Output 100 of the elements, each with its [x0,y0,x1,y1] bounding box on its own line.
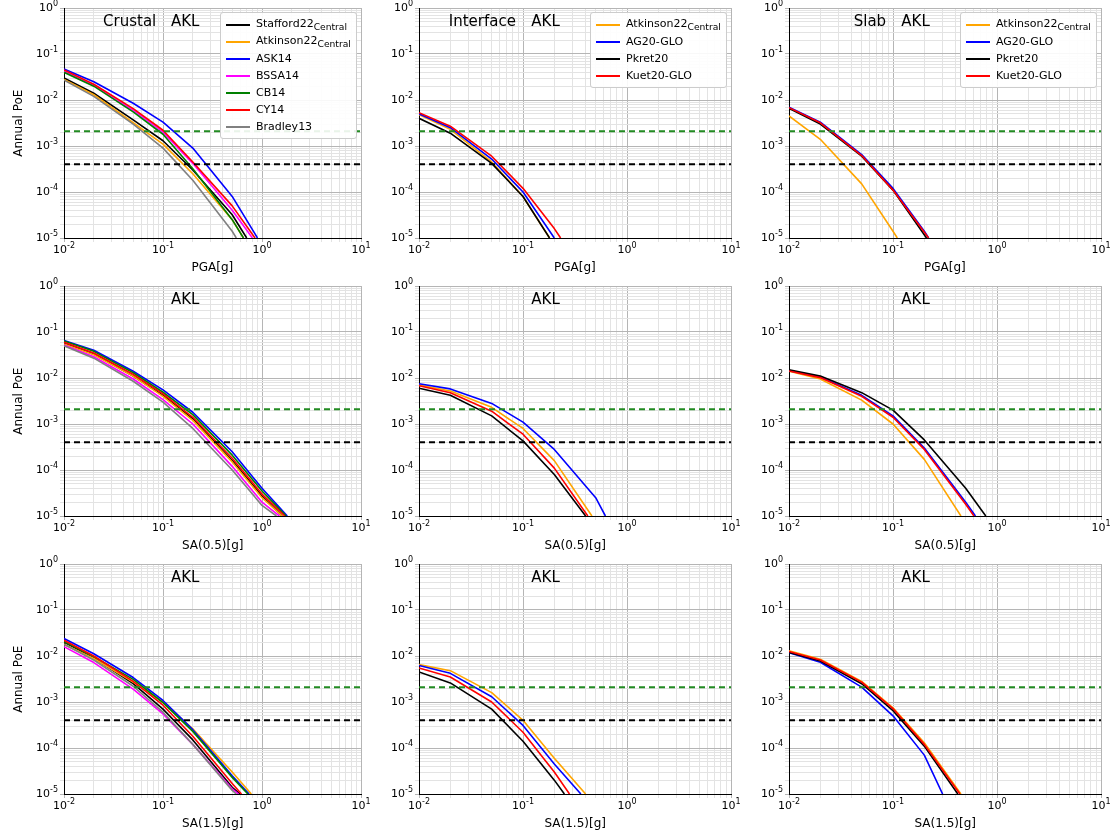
x-tick-label: 10$^{-1}$ [512,241,534,257]
legend-label: Atkinson22$_{Central}$ [996,16,1091,33]
x-tick-label: 10$^{1}$ [1091,241,1111,257]
x-axis-title: PGA[g] [554,260,596,275]
x-axis-title: SA(1.5)[g] [544,816,606,831]
y-axis-title: Annual PoE [10,645,26,713]
y-tick-label: 10$^{-2}$ [761,647,783,663]
y-tick-label: 10$^{0}$ [764,277,784,293]
x-tick-label: 10$^{0}$ [252,797,272,813]
y-tick-label: 10$^{-3}$ [391,137,413,153]
y-tick-label: 10$^{-2}$ [761,369,783,385]
y-tick-label: 10$^{-2}$ [36,91,58,107]
chart-title: AKL [531,12,560,30]
y-tick-label: 10$^{-3}$ [391,415,413,431]
legend-label: Stafford22$_{Central}$ [256,16,347,33]
legend-label: CY14 [256,103,285,116]
x-axis-title: PGA[g] [191,260,234,275]
y-tick-label: 10$^{-2}$ [391,91,413,107]
y-tick-label: 10$^{-4}$ [391,461,413,477]
chart-title: AKL [901,568,930,586]
legend-label: Bradley13 [256,120,313,133]
x-axis-title: SA(0.5)[g] [914,538,976,553]
x-tick-label: 10$^{0}$ [987,241,1007,257]
legend-label: AG20-GLO [996,35,1054,48]
y-tick-label: 10$^{0}$ [394,277,414,293]
legend-label: BSSA14 [256,69,300,82]
x-tick-label: 10$^{0}$ [252,519,272,535]
chart-title: AKL [531,290,560,308]
x-tick-label: 10$^{-1}$ [882,519,904,535]
y-tick-label: 10$^{-1}$ [36,601,58,617]
annotation: Interface [448,12,516,30]
x-tick-label: 10$^{-1}$ [882,241,904,257]
legend-label: Atkinson22$_{Central}$ [256,33,351,50]
y-tick-label: 10$^{-3}$ [761,415,783,431]
x-tick-label: 10$^{0}$ [617,797,637,813]
y-tick-label: 10$^{-4}$ [391,739,413,755]
legend-label: Kuet20-GLO [996,69,1063,82]
chart-title: AKL [170,290,200,308]
x-tick-label: 10$^{1}$ [721,519,741,535]
x-axis-title: PGA[g] [924,260,966,275]
y-tick-label: 10$^{-1}$ [391,45,413,61]
x-tick-label: 10$^{0}$ [987,519,1007,535]
x-tick-label: 10$^{-1}$ [882,797,904,813]
x-tick-label: 10$^{-1}$ [512,797,534,813]
legend-label: ASK14 [256,52,292,65]
annotation: Slab [853,12,887,30]
x-tick-label: 10$^{0}$ [987,797,1007,813]
x-tick-label: 10$^{1}$ [1091,797,1111,813]
x-tick-label: 10$^{1}$ [351,519,371,535]
y-tick-label: 10$^{-4}$ [36,461,58,477]
legend-label: Kuet20-GLO [626,69,693,82]
legend-label: Atkinson22$_{Central}$ [626,16,721,33]
y-tick-label: 10$^{-2}$ [761,91,783,107]
y-tick-label: 10$^{-3}$ [36,137,58,153]
y-tick-label: 10$^{-1}$ [761,45,783,61]
legend-label: Pkret20 [626,52,669,65]
y-tick-label: 10$^{-3}$ [36,415,58,431]
y-tick-label: 10$^{0}$ [394,0,414,15]
x-tick-label: 10$^{1}$ [351,797,371,813]
x-tick-label: 10$^{1}$ [1091,519,1111,535]
y-tick-label: 10$^{-1}$ [761,323,783,339]
chart-title: AKL [901,12,930,30]
y-tick-label: 10$^{0}$ [394,555,414,571]
y-tick-label: 10$^{-4}$ [761,183,783,199]
y-tick-label: 10$^{-2}$ [391,647,413,663]
y-tick-label: 10$^{-4}$ [761,739,783,755]
x-axis-title: SA(0.5)[g] [544,538,606,553]
x-tick-label: 10$^{-1}$ [152,519,174,535]
x-tick-label: 10$^{0}$ [617,241,637,257]
y-tick-label: 10$^{0}$ [39,277,59,293]
x-tick-label: 10$^{0}$ [252,241,272,257]
legend-label: Pkret20 [996,52,1039,65]
y-tick-label: 10$^{-3}$ [761,693,783,709]
y-tick-label: 10$^{-2}$ [391,369,413,385]
x-tick-label: 10$^{-1}$ [152,797,174,813]
y-tick-label: 10$^{-4}$ [36,739,58,755]
y-tick-label: 10$^{-3}$ [391,693,413,709]
y-tick-label: 10$^{-2}$ [36,369,58,385]
x-tick-label: 10$^{1}$ [721,797,741,813]
y-tick-label: 10$^{-4}$ [36,183,58,199]
y-tick-label: 10$^{0}$ [764,555,784,571]
y-tick-label: 10$^{0}$ [39,0,59,15]
y-tick-label: 10$^{-3}$ [36,693,58,709]
x-tick-label: 10$^{1}$ [351,241,371,257]
y-tick-label: 10$^{0}$ [39,555,59,571]
y-tick-label: 10$^{-2}$ [36,647,58,663]
x-tick-label: 10$^{0}$ [617,519,637,535]
legend-label: AG20-GLO [626,35,684,48]
x-axis-title: SA(1.5)[g] [914,816,976,831]
y-axis-title: Annual PoE [10,89,26,157]
legend-label: CB14 [256,86,286,99]
y-tick-label: 10$^{-1}$ [391,323,413,339]
x-axis-title: SA(1.5)[g] [182,816,244,831]
y-tick-label: 10$^{-4}$ [761,461,783,477]
y-tick-label: 10$^{-1}$ [36,45,58,61]
y-tick-label: 10$^{-1}$ [36,323,58,339]
y-tick-label: 10$^{0}$ [764,0,784,15]
x-tick-label: 10$^{-1}$ [512,519,534,535]
chart-title: AKL [901,290,930,308]
annotation: Crustal [103,12,157,30]
